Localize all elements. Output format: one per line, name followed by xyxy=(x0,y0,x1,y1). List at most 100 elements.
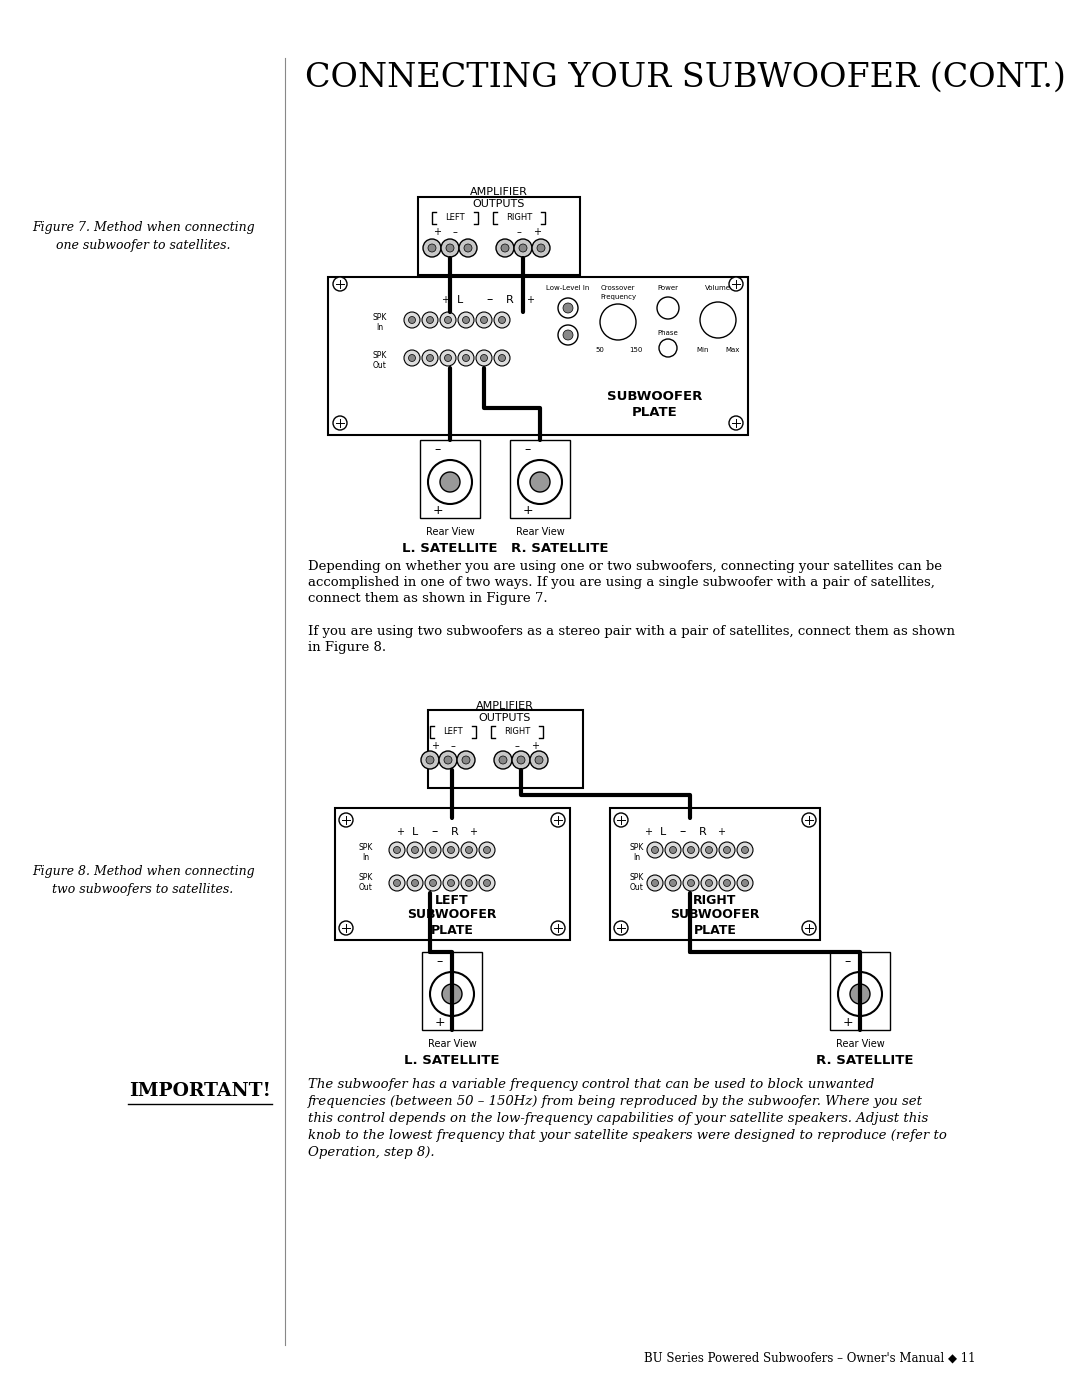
Text: R: R xyxy=(451,827,459,837)
Text: SPK: SPK xyxy=(630,873,644,883)
Circle shape xyxy=(683,875,699,891)
Circle shape xyxy=(389,875,405,891)
Text: SPK: SPK xyxy=(373,313,388,323)
Circle shape xyxy=(462,317,470,324)
Circle shape xyxy=(494,351,510,366)
FancyBboxPatch shape xyxy=(510,440,570,518)
FancyBboxPatch shape xyxy=(428,710,583,788)
Circle shape xyxy=(551,813,565,827)
Circle shape xyxy=(724,880,730,887)
Text: Min: Min xyxy=(697,346,710,353)
Circle shape xyxy=(427,317,433,324)
Circle shape xyxy=(719,842,735,858)
Text: Volume: Volume xyxy=(705,285,731,291)
Text: +: + xyxy=(469,827,477,837)
Circle shape xyxy=(447,847,455,854)
Text: L. SATELLITE: L. SATELLITE xyxy=(404,1053,500,1066)
Circle shape xyxy=(659,339,677,358)
Text: in Figure 8.: in Figure 8. xyxy=(308,641,387,654)
Text: frequencies (between 50 – 150Hz) from being reproduced by the subwoofer. Where y: frequencies (between 50 – 150Hz) from be… xyxy=(308,1095,923,1108)
Circle shape xyxy=(615,813,627,827)
Circle shape xyxy=(404,351,420,366)
FancyBboxPatch shape xyxy=(420,440,480,518)
Circle shape xyxy=(408,355,416,362)
Text: +: + xyxy=(441,295,449,305)
Text: Out: Out xyxy=(373,360,387,369)
Text: –: – xyxy=(453,226,458,237)
Text: SPK: SPK xyxy=(359,873,374,883)
Text: L: L xyxy=(660,827,666,837)
Circle shape xyxy=(683,842,699,858)
Circle shape xyxy=(442,983,462,1004)
FancyBboxPatch shape xyxy=(335,807,570,940)
Circle shape xyxy=(423,239,441,257)
Text: 50: 50 xyxy=(595,346,605,353)
Text: RIGHT: RIGHT xyxy=(505,214,532,222)
Text: +: + xyxy=(531,740,539,752)
Text: +: + xyxy=(534,226,541,237)
Circle shape xyxy=(615,921,627,935)
Circle shape xyxy=(647,842,663,858)
Circle shape xyxy=(850,983,870,1004)
Circle shape xyxy=(441,239,459,257)
Text: LEFT: LEFT xyxy=(445,214,464,222)
Text: Low-Level In: Low-Level In xyxy=(546,285,590,291)
Circle shape xyxy=(445,317,451,324)
Circle shape xyxy=(688,880,694,887)
Circle shape xyxy=(430,972,474,1016)
Circle shape xyxy=(700,302,735,338)
Circle shape xyxy=(445,355,451,362)
Circle shape xyxy=(393,880,401,887)
Circle shape xyxy=(484,880,490,887)
Circle shape xyxy=(665,842,681,858)
Circle shape xyxy=(512,752,530,768)
Text: RIGHT: RIGHT xyxy=(504,728,530,736)
Text: AMPLIFIER: AMPLIFIER xyxy=(476,701,534,711)
Circle shape xyxy=(407,842,423,858)
Text: LEFT: LEFT xyxy=(443,728,463,736)
Text: SPK: SPK xyxy=(373,351,388,359)
Circle shape xyxy=(558,298,578,319)
Circle shape xyxy=(411,880,419,887)
Circle shape xyxy=(447,880,455,887)
Circle shape xyxy=(339,813,353,827)
Circle shape xyxy=(465,880,473,887)
Circle shape xyxy=(422,351,438,366)
Text: AMPLIFIER: AMPLIFIER xyxy=(470,187,528,197)
Text: RIGHT: RIGHT xyxy=(693,894,737,907)
Circle shape xyxy=(600,305,636,339)
Text: CONNECTING YOUR SUBWOOFER (CONT.): CONNECTING YOUR SUBWOOFER (CONT.) xyxy=(305,61,1066,94)
Text: L: L xyxy=(411,827,418,837)
Text: OUTPUTS: OUTPUTS xyxy=(473,198,525,210)
FancyBboxPatch shape xyxy=(610,807,820,940)
Text: two subwoofers to satellites.: two subwoofers to satellites. xyxy=(52,883,233,897)
Circle shape xyxy=(729,277,743,291)
Circle shape xyxy=(651,847,659,854)
Text: Out: Out xyxy=(630,883,644,891)
Text: –: – xyxy=(525,443,531,457)
Text: IMPORTANT!: IMPORTANT! xyxy=(130,1083,271,1099)
Text: –: – xyxy=(845,956,851,968)
Circle shape xyxy=(426,842,441,858)
Text: R. SATELLITE: R. SATELLITE xyxy=(816,1053,914,1066)
Text: In: In xyxy=(363,852,369,862)
Circle shape xyxy=(705,847,713,854)
Circle shape xyxy=(430,880,436,887)
Text: connect them as shown in Figure 7.: connect them as shown in Figure 7. xyxy=(308,592,548,605)
Circle shape xyxy=(514,239,532,257)
Text: +: + xyxy=(523,503,534,517)
Text: –: – xyxy=(680,826,686,838)
Circle shape xyxy=(411,847,419,854)
FancyBboxPatch shape xyxy=(422,951,482,1030)
Text: Operation, step 8).: Operation, step 8). xyxy=(308,1146,434,1160)
Circle shape xyxy=(393,847,401,854)
Circle shape xyxy=(426,756,434,764)
Circle shape xyxy=(339,921,353,935)
Text: In: In xyxy=(377,324,383,332)
Text: Power: Power xyxy=(658,285,678,291)
Circle shape xyxy=(657,298,679,319)
Text: +: + xyxy=(434,1016,445,1028)
Text: –: – xyxy=(516,226,522,237)
Circle shape xyxy=(670,847,676,854)
Circle shape xyxy=(462,355,470,362)
